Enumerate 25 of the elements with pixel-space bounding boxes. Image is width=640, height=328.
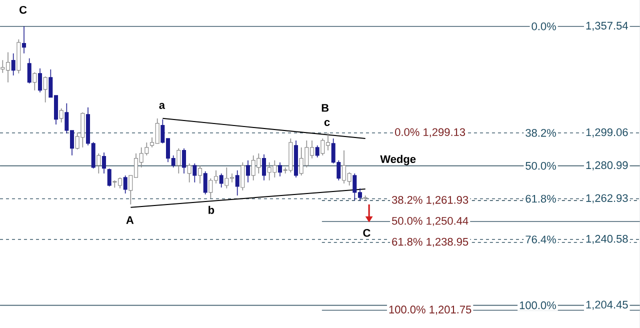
annotation: 50.0% (526, 162, 556, 170)
y-tick-label: 1,204.45 (586, 300, 628, 310)
annotation: C (20, 6, 27, 14)
annotation: 0.0% 1,299.13 (395, 128, 466, 138)
y-tick-label: 1,240.58 (586, 234, 628, 244)
y-tick-label: 1,299.06 (586, 128, 628, 138)
y-tick-label: 1,262.93 (586, 194, 628, 204)
ref-line-label: 61.8% 1,238.95 (392, 238, 468, 247)
annotation: 0.0% (532, 22, 556, 30)
annotation: Wedge (380, 154, 416, 166)
annotation: 38.2% (526, 129, 556, 137)
annotation: c (324, 120, 330, 126)
annotation: 100.0% (520, 301, 556, 310)
annotation: C (363, 228, 370, 237)
annotation: B (322, 104, 329, 112)
ref-line-label: 100.0% 1,201.75 (389, 306, 472, 315)
y-tick-label: 1,280.99 (586, 161, 628, 170)
annotation: A (126, 216, 134, 224)
annotation: 76.4% (526, 236, 556, 244)
ref-line-label: 38.2% 1,261.93 (392, 196, 468, 206)
ref-line-label: 50.0% 1,250.44 (392, 216, 468, 226)
annotation: b (208, 206, 214, 214)
y-tick-label: 1,357.54 (586, 22, 628, 31)
annotation: a (159, 102, 166, 109)
annotation: 61.8% (526, 194, 556, 203)
